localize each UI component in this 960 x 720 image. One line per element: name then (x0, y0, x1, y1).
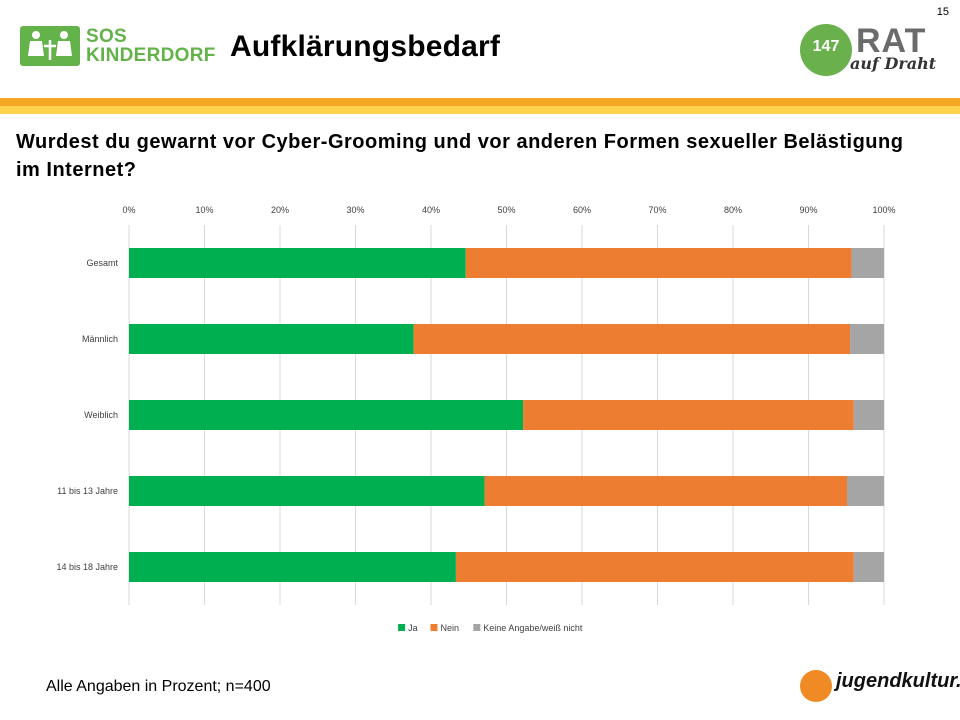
speech-bubble-icon (800, 24, 852, 76)
bar-segment (853, 552, 884, 582)
bar-segment (129, 552, 456, 582)
jugendkultur-logo: jugendkultur.at (800, 666, 960, 704)
category-label: 14 bis 18 Jahre (56, 562, 118, 572)
page-number: 15 (936, 6, 949, 18)
bar-segment (523, 400, 854, 430)
sos-logo-line2: KINDERDORF (86, 45, 216, 66)
sos-logo-text: SOS KINDERDORF (86, 27, 216, 65)
bar-segment (850, 324, 884, 354)
rat-auf-draht-logo: 147 RAT auf Draht (800, 22, 942, 78)
category-label: 11 bis 13 Jahre (57, 486, 118, 496)
slide-title: Aufklärungsbedarf (230, 30, 501, 63)
legend-swatch (398, 624, 406, 631)
category-label: Weiblich (84, 410, 118, 420)
bar-segment (484, 476, 848, 506)
x-tick-label: 80% (724, 205, 742, 215)
x-tick-label: 70% (648, 205, 666, 215)
x-tick-label: 50% (497, 205, 515, 215)
jugendkultur-logo-icon (800, 670, 832, 702)
x-tick-label: 60% (573, 205, 591, 215)
legend-label: Keine Angabe/weiß nicht (483, 623, 583, 633)
sos-kinderdorf-logo: SOS KINDERDORF (20, 26, 215, 66)
bar-segment (851, 248, 884, 278)
bar-segment (129, 324, 414, 354)
stacked-bar-chart: 0% 10% 20% 30% 40% 50% 60% 70% 80% 90% 100% Gesamt… (56, 205, 895, 633)
bar-segment (129, 476, 485, 506)
x-tick-label: 20% (271, 205, 289, 215)
bar-segment (847, 476, 884, 506)
category-label: Männlich (82, 334, 118, 344)
x-tick-label: 90% (799, 205, 817, 215)
jugendkultur-logo-text: jugendkultur.at (836, 670, 960, 692)
x-tick-label: 30% (346, 205, 364, 215)
category-label: Gesamt (86, 258, 118, 268)
rat-logo-number: 147 (812, 38, 840, 55)
bar-segment (465, 248, 852, 278)
x-tick-label: 100% (872, 205, 895, 215)
rat-logo-subtext: auf Draht (850, 54, 937, 73)
bar-segment (129, 400, 524, 430)
legend-swatch (473, 624, 481, 631)
legend-label: Ja (408, 623, 418, 633)
x-tick-label: 40% (422, 205, 440, 215)
bar-segment (129, 248, 466, 278)
children-figures-icon (20, 26, 80, 66)
bar-segment (413, 324, 851, 354)
legend-swatch (430, 624, 438, 631)
bar-segment (455, 552, 854, 582)
rat-logo-text: RAT (856, 22, 927, 60)
bar-segment (853, 400, 884, 430)
footnote: Alle Angaben in Prozent; n=400 (46, 678, 271, 695)
legend-label: Nein (441, 623, 460, 633)
sos-logo-line1: SOS (86, 26, 128, 47)
x-tick-label: 10% (195, 205, 213, 215)
survey-question: Wurdest du gewarnt vor Cyber-Grooming un… (16, 131, 904, 181)
header-stripe (0, 98, 960, 114)
x-tick-label: 0% (122, 205, 135, 215)
